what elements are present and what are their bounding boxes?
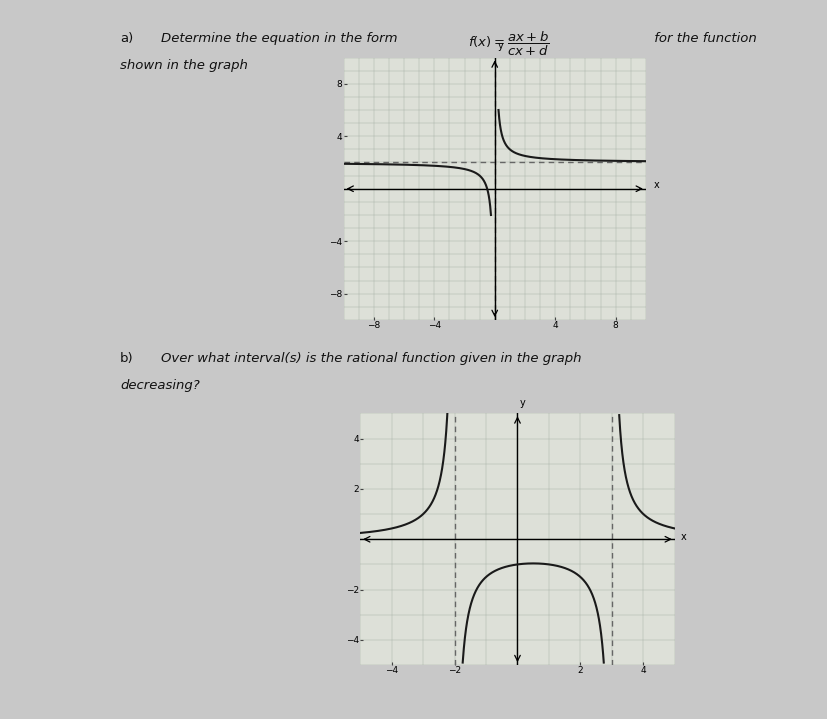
Text: x: x [653,180,658,190]
Text: a): a) [120,32,133,45]
Text: shown in the graph: shown in the graph [120,59,247,72]
Text: Determine the equation in the form: Determine the equation in the form [161,32,402,45]
Text: for the function: for the function [649,32,756,45]
Text: decreasing?: decreasing? [120,379,199,392]
Text: b): b) [120,352,133,365]
Text: y: y [519,398,524,408]
Text: y: y [497,41,503,51]
Text: $f(x)=\dfrac{ax+b}{cx+d}$: $f(x)=\dfrac{ax+b}{cx+d}$ [467,30,549,58]
Text: Over what interval(s) is the rational function given in the graph: Over what interval(s) is the rational fu… [161,352,581,365]
Text: x: x [681,532,686,541]
